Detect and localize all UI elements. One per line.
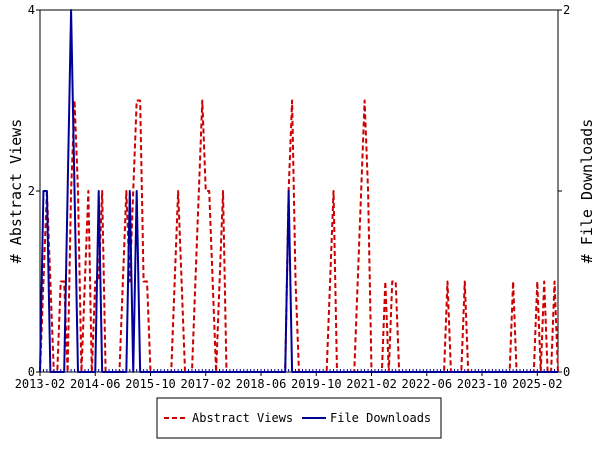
x-tick-label: 2015-10 (125, 377, 176, 391)
legend-label-abstract-views: Abstract Views (192, 411, 293, 425)
legend-box (156, 397, 442, 439)
series-line-file-downloads (39, 9, 558, 373)
x-tick-label: 2014-06 (70, 377, 121, 391)
y-axis-right: 02 (558, 3, 570, 379)
x-tick-label: 2019-10 (291, 377, 342, 391)
y-right-tick-label: 0 (563, 365, 570, 379)
y-axis-left: 0 2 4 (28, 3, 40, 379)
y-right-tick-label: 2 (563, 3, 570, 17)
legend-label-file-downloads: File Downloads (330, 411, 431, 425)
series-layer (39, 9, 559, 373)
y-axis-left-title: # Abstract Views (7, 119, 25, 264)
x-tick-label: 2025-02 (512, 377, 563, 391)
y-left-tick-label: 0 (28, 365, 35, 379)
legend: Abstract Views File Downloads (156, 397, 442, 439)
x-tick-label: 2023-10 (457, 377, 508, 391)
x-tick-label: 2017-02 (180, 377, 231, 391)
x-tick-label: 2018-06 (236, 377, 287, 391)
plot-area (39, 9, 559, 373)
x-tick-label: 2021-02 (346, 377, 397, 391)
y-left-tick-label: 2 (28, 184, 35, 198)
x-tick-label: 2022-06 (401, 377, 452, 391)
x-tick-label: 2013-02 (15, 377, 66, 391)
x-axis: 2013-02 2014-06 2015-10 2017-02 2018-06 2019-… (15, 369, 563, 391)
y-axis-right-title: # File Downloads (578, 119, 596, 264)
y-left-tick-label: 4 (28, 3, 35, 17)
